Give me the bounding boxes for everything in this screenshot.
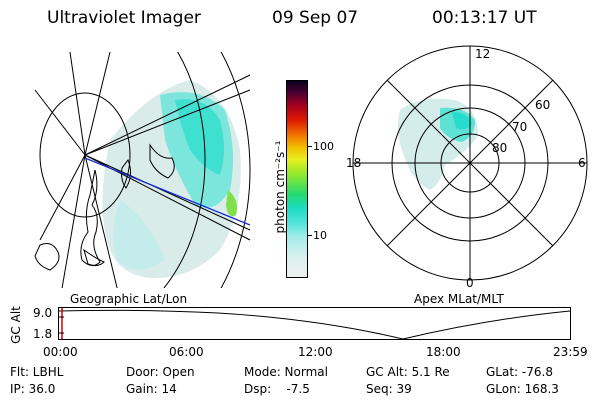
colorbar-tick-10 [307, 235, 312, 236]
left-map-label: Geographic Lat/Lon [70, 292, 188, 306]
altitude-ytick-high: 9.0 [33, 306, 53, 320]
aurora-emission-left [102, 80, 241, 279]
mlt-label-6: 6 [578, 156, 586, 170]
seq-readout: Seq: 39 [366, 382, 412, 396]
geographic-map [34, 52, 251, 288]
date-readout: 09 Sep 07 [272, 8, 359, 28]
mlt-label-12: 12 [475, 47, 491, 61]
xtick-0600: 06:00 [169, 345, 204, 359]
door-readout: Door: Open [126, 365, 195, 379]
gc-alt-readout: GC Alt: 5.1 Re [366, 365, 450, 379]
altitude-ylabel: GC Alt [9, 306, 23, 344]
mode-readout: Mode: Normal [244, 365, 328, 379]
colorbar-tick-100 [307, 146, 312, 147]
aurora-emission-right [397, 98, 478, 190]
xtick-1800: 18:00 [426, 345, 461, 359]
mlt-label-0: 0 [466, 276, 474, 290]
dsp-readout: Dsp: -7.5 [244, 382, 310, 396]
colorbar-tick-label-10: 10 [313, 229, 327, 242]
altitude-ytick-low: 1.8 [33, 327, 53, 341]
glat-readout: GLat: -76.8 [486, 365, 553, 379]
right-map-label: Apex MLat/MLT [414, 292, 504, 306]
app-title: Ultraviolet Imager [47, 8, 201, 28]
mlat-label-60: 60 [535, 98, 551, 112]
ground-track-line [84, 157, 251, 226]
colorbar-tick-label-100: 100 [313, 140, 334, 153]
mlat-label-80: 80 [492, 141, 508, 155]
polar-map [352, 45, 588, 281]
glon-readout: GLon: 168.3 [486, 382, 559, 396]
gain-readout: Gain: 14 [126, 382, 177, 396]
xtick-0000: 00:00 [43, 345, 78, 359]
colorbar-label: photon cm⁻²s⁻¹ [273, 140, 287, 234]
xtick-2359: 23:59 [553, 345, 588, 359]
mlt-label-18: 18 [346, 156, 362, 170]
ip-readout: IP: 36.0 [10, 382, 56, 396]
time-readout: 00:13:17 UT [432, 8, 537, 28]
altitude-plot [58, 307, 571, 340]
flt-readout: Flt: LBHL [10, 365, 64, 379]
mlat-label-70: 70 [512, 120, 528, 134]
xtick-1200: 12:00 [298, 345, 333, 359]
color-bar [286, 80, 308, 278]
